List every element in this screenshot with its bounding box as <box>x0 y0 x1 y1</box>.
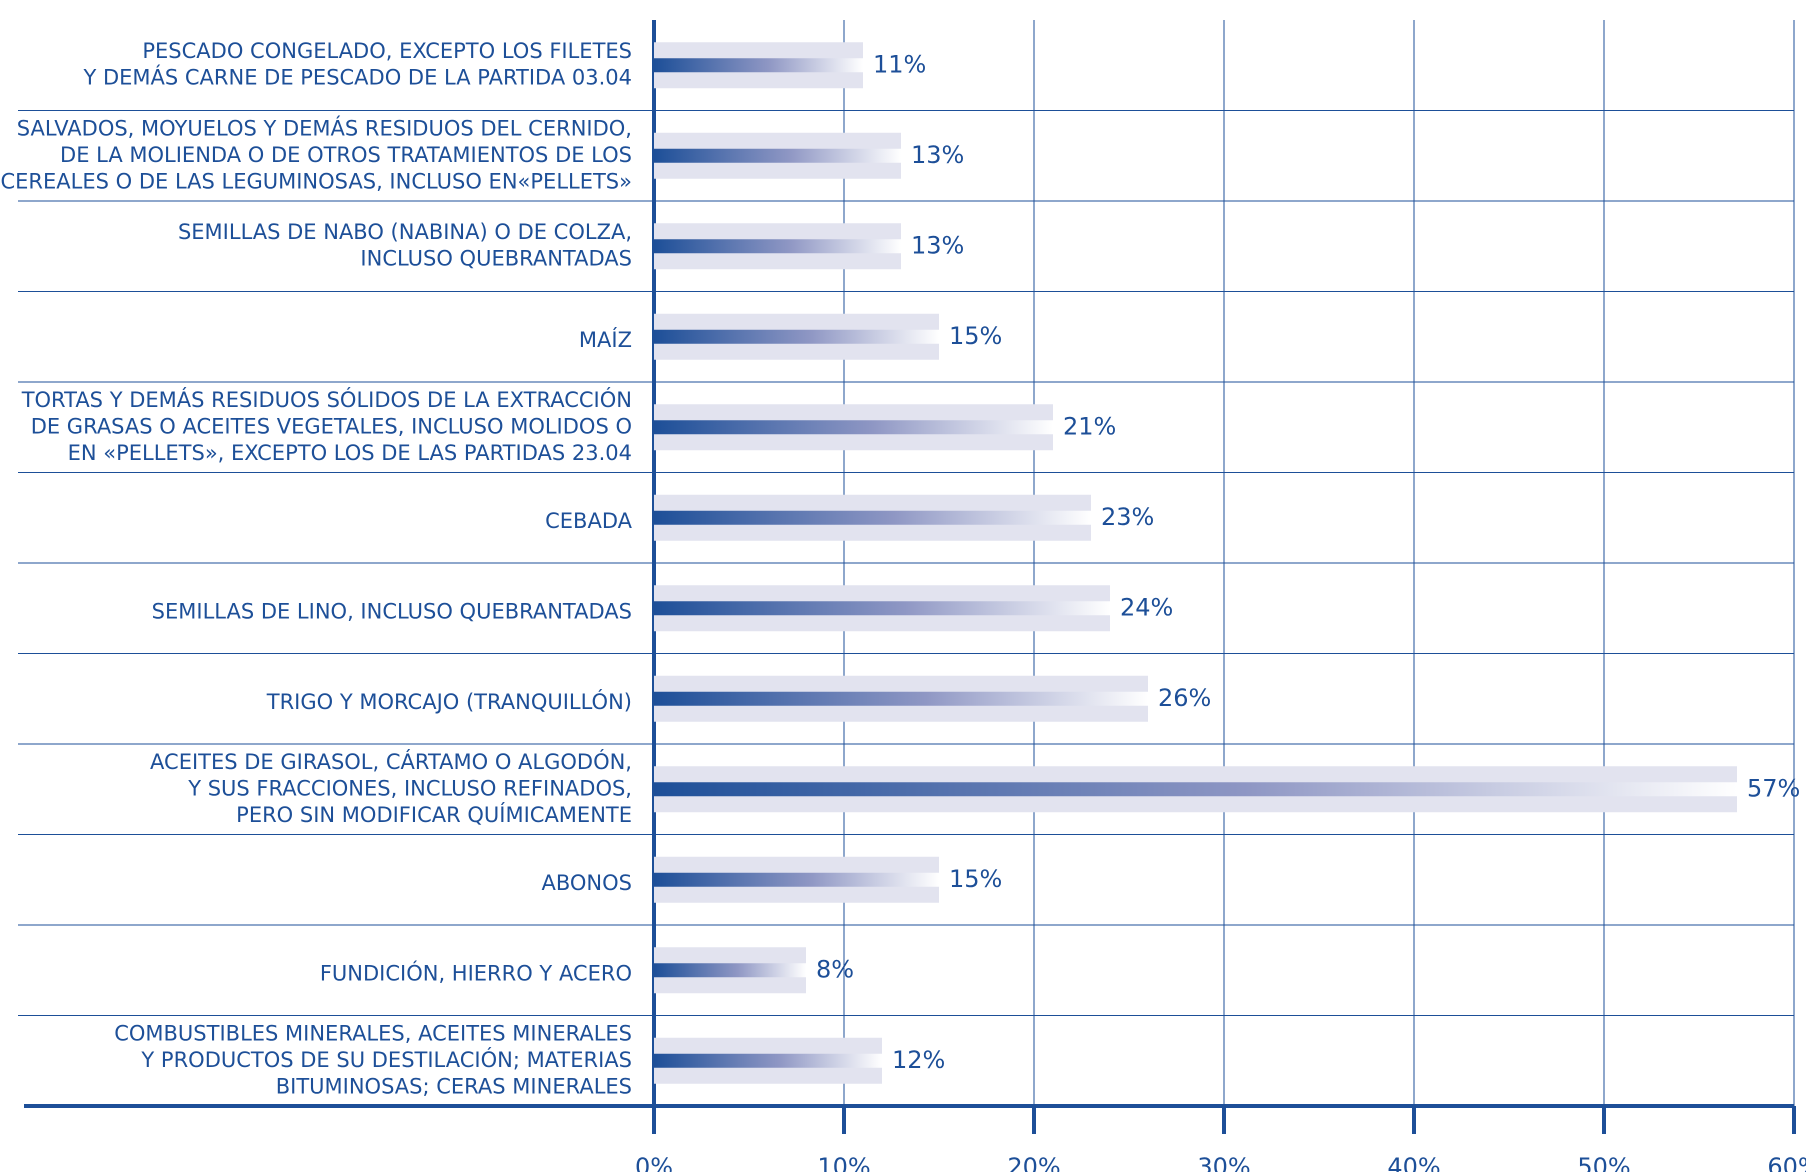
bar <box>654 58 863 73</box>
bar <box>654 420 1053 435</box>
x-tick-label: 10% <box>817 1153 870 1172</box>
y-tick-label: SEMILLAS DE LINO, INCLUSO QUEBRANTADAS <box>152 599 632 623</box>
value-label: 15% <box>949 322 1002 350</box>
y-tick-label: ACEITES DE GIRASOL, CÁRTAMO O ALGODÓN, <box>150 749 632 774</box>
x-tick-label: 40% <box>1387 1153 1440 1172</box>
value-label: 23% <box>1101 503 1154 531</box>
value-label: 12% <box>892 1046 945 1074</box>
y-tick-label: TRIGO Y MORCAJO (TRANQUILLÓN) <box>266 689 632 714</box>
y-tick-label: BITUMINOSAS; CERAS MINERALES <box>276 1074 632 1098</box>
y-tick-label: Y DEMÁS CARNE DE PESCADO DE LA PARTIDA 0… <box>82 65 632 90</box>
value-label: 24% <box>1120 593 1173 621</box>
bar <box>654 872 939 887</box>
y-tick-label: PERO SIN MODIFICAR QUÍMICAMENTE <box>236 802 632 827</box>
x-tick-label: 0% <box>635 1153 673 1172</box>
bar <box>654 239 901 254</box>
y-tick-label: EN «PELLETS», EXCEPTO LOS DE LAS PARTIDA… <box>68 441 632 465</box>
y-tick-label: DE LA MOLIENDA O DE OTROS TRATAMIENTOS D… <box>60 143 632 167</box>
value-label: 21% <box>1063 412 1116 440</box>
value-label: 15% <box>949 865 1002 893</box>
y-tick-label: ABONOS <box>541 871 632 895</box>
y-tick-label: FUNDICIÓN, HIERRO Y ACERO <box>320 960 632 985</box>
y-tick-label: CEBADA <box>545 509 633 533</box>
bar <box>654 601 1110 616</box>
bar <box>654 510 1091 525</box>
bar <box>654 963 806 978</box>
y-tick-label: MAÍZ <box>579 327 632 352</box>
y-tick-label: INCLUSO QUEBRANTADAS <box>360 247 632 271</box>
y-tick-label: CEREALES O DE LAS LEGUMINOSAS, INCLUSO E… <box>1 169 633 193</box>
y-tick-label: SEMILLAS DE NABO (NABINA) O DE COLZA, <box>178 220 632 244</box>
y-tick-label: Y SUS FRACCIONES, INCLUSO REFINADOS, <box>187 776 632 800</box>
value-label: 26% <box>1158 684 1211 712</box>
value-label: 13% <box>911 141 964 169</box>
x-tick-label: 50% <box>1577 1153 1630 1172</box>
y-tick-label: COMBUSTIBLES MINERALES, ACEITES MINERALE… <box>114 1021 632 1045</box>
bar <box>654 782 1737 797</box>
y-tick-label: Y PRODUCTOS DE SU DESTILACIÓN; MATERIAS <box>140 1047 632 1072</box>
bar <box>654 329 939 344</box>
y-tick-label: SALVADOS, MOYUELOS Y DEMÁS RESIDUOS DEL … <box>17 115 632 140</box>
value-label: 57% <box>1747 774 1800 802</box>
y-tick-label: PESCADO CONGELADO, EXCEPTO LOS FILETES <box>142 39 632 63</box>
y-tick-label: DE GRASAS O ACEITES VEGETALES, INCLUSO M… <box>31 414 632 438</box>
value-label: 8% <box>816 955 854 983</box>
value-label: 13% <box>911 231 964 259</box>
x-tick-label: 30% <box>1197 1153 1250 1172</box>
x-tick-label: 20% <box>1007 1153 1060 1172</box>
y-tick-label: TORTAS Y DEMÁS RESIDUOS SÓLIDOS DE LA EX… <box>21 387 632 412</box>
value-label: 11% <box>873 50 926 78</box>
bar <box>654 691 1148 706</box>
x-tick-label: 60% <box>1767 1153 1806 1172</box>
bar <box>654 1053 882 1068</box>
bar <box>654 148 901 163</box>
